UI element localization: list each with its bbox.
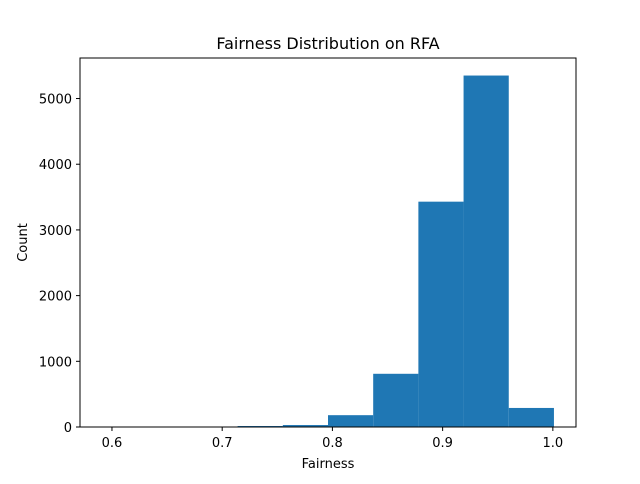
histogram-bar [464, 76, 509, 427]
x-tick-label: 1.0 [543, 436, 564, 451]
y-axis-ticks: 0 1000 2000 3000 4000 5000 [39, 93, 80, 436]
y-tick-label: 1000 [39, 355, 72, 370]
x-axis-ticks: 0.6 0.7 0.8 0.9 1.0 [102, 427, 564, 451]
y-axis-label: Count [16, 223, 31, 262]
histogram-bar [418, 202, 463, 427]
y-tick-label: 2000 [39, 290, 72, 305]
histogram-bar [373, 374, 418, 427]
y-tick-label: 0 [64, 421, 72, 436]
y-tick-label: 5000 [39, 93, 72, 108]
y-tick-label: 3000 [39, 224, 72, 239]
x-axis-label: Fairness [302, 457, 355, 472]
y-tick-label: 4000 [39, 158, 72, 173]
chart-title: Fairness Distribution on RFA [216, 34, 439, 53]
x-tick-label: 0.8 [322, 436, 343, 451]
x-tick-label: 0.9 [432, 436, 453, 451]
histogram-bars [102, 76, 554, 427]
x-tick-label: 0.6 [102, 436, 123, 451]
histogram-bar [328, 415, 373, 427]
histogram-bar [509, 408, 554, 427]
x-tick-label: 0.7 [212, 436, 233, 451]
